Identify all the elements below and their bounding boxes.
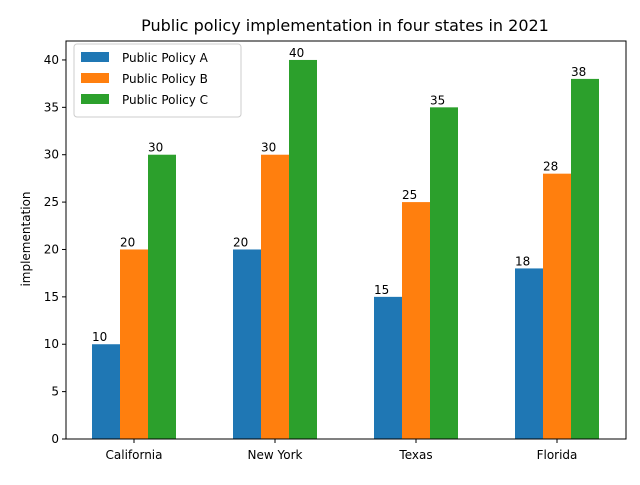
legend-swatch (81, 73, 109, 83)
data-label: 28 (543, 160, 558, 174)
x-tick-label: Florida (537, 448, 578, 462)
y-tick-label: 40 (44, 53, 59, 67)
legend-swatch (81, 52, 109, 62)
legend-box (73, 43, 242, 118)
plot-frame (65, 40, 627, 440)
x-tick-label: New York (248, 448, 303, 462)
bar-public-policy-b-florida (543, 173, 571, 439)
legend-swatch (81, 94, 109, 104)
data-label: 18 (515, 254, 530, 268)
bar-public-policy-c-new-york (289, 59, 317, 439)
bar-public-policy-a-california (92, 344, 120, 439)
x-tick-label: Texas (398, 448, 432, 462)
y-tick-label: 25 (44, 195, 59, 209)
data-label: 10 (92, 330, 107, 344)
bar-public-policy-b-texas (402, 202, 430, 439)
legend: Public Policy A Public Policy B Public Pol… (73, 43, 242, 118)
bar-public-policy-b-california (120, 249, 148, 439)
bar-public-policy-a-florida (515, 268, 543, 439)
y-tick-label: 10 (44, 337, 59, 351)
data-label: 25 (402, 188, 417, 202)
data-label: 35 (430, 93, 445, 107)
bar-public-policy-c-florida (571, 78, 599, 440)
bar-public-policy-a-new-york (233, 249, 261, 439)
y-tick-label: 15 (44, 290, 59, 304)
data-label: 40 (289, 46, 304, 60)
x-tick-label: California (106, 448, 163, 462)
data-labels-layer: 10 20 15 18 20 30 25 28 30 40 35 38 (92, 46, 586, 344)
legend-label: Public Policy A (122, 51, 209, 65)
y-tick-label: 0 (51, 432, 59, 446)
data-label: 20 (233, 235, 248, 249)
data-label: 38 (571, 65, 586, 79)
data-label: 15 (374, 283, 389, 297)
data-label: 30 (261, 141, 276, 155)
bar-public-policy-a-texas (374, 296, 402, 439)
y-axis-label: implementation (19, 191, 33, 286)
legend-label: Public Policy B (122, 72, 208, 86)
y-tick-label: 30 (44, 148, 59, 162)
y-tick-label: 35 (44, 100, 59, 114)
data-label: 30 (148, 141, 163, 155)
bars-layer (92, 59, 599, 440)
bar-public-policy-c-texas (430, 107, 458, 439)
y-tick-label: 5 (51, 385, 59, 399)
bar-public-policy-c-california (148, 154, 176, 439)
chart-title: Public policy implementation in four sta… (141, 16, 549, 35)
legend-label: Public Policy C (122, 93, 208, 107)
y-tick-label: 20 (44, 242, 59, 256)
axes-layer: 0 5 10 15 20 25 30 35 40 California New York Texas F… (44, 40, 627, 462)
data-label: 20 (120, 235, 135, 249)
bar-public-policy-b-new-york (261, 154, 289, 439)
